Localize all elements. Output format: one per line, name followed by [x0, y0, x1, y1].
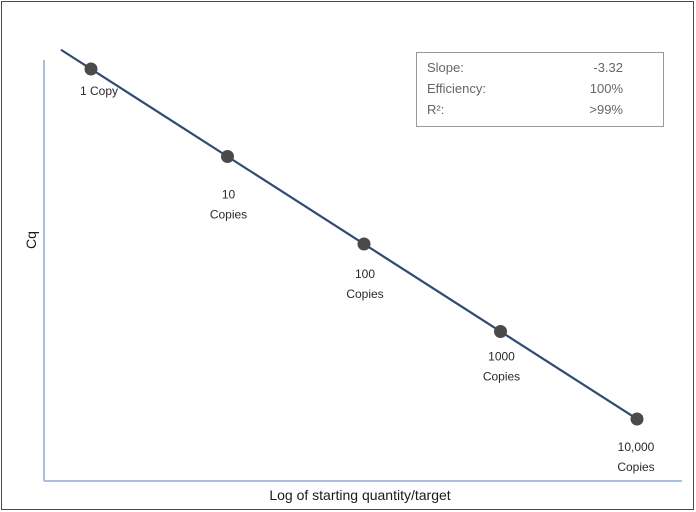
data-point	[357, 237, 371, 251]
r2-value: >99%	[589, 102, 623, 117]
data-point	[84, 62, 98, 76]
data-point	[630, 412, 644, 426]
slope-value: -3.32	[593, 60, 623, 75]
r2-key: R²:	[427, 102, 445, 117]
point-label: 100 Copies	[346, 267, 383, 301]
stats-row-efficiency: Efficiency: 100%	[427, 81, 623, 98]
point-label: 10,000 Copies	[617, 440, 654, 474]
point-label: 10 Copies	[210, 188, 247, 222]
data-marks: 1 Copy 10 Copies 100 Copies 1000 Copies 10,000 C…	[80, 62, 655, 474]
x-axis-label: Log of starting quantity/target	[269, 487, 450, 503]
trend-line	[60, 48, 644, 424]
efficiency-key: Efficiency:	[427, 81, 487, 96]
stats-row-slope: Slope: -3.32	[427, 60, 623, 77]
stats-box: Slope: -3.32 Efficiency: 100% R²: >99%	[416, 52, 664, 127]
efficiency-value: 100%	[589, 81, 623, 96]
point-label: 1000 Copies	[483, 350, 520, 384]
data-point	[494, 325, 507, 338]
data-point	[221, 150, 234, 163]
stats-row-r2: R²: >99%	[427, 102, 623, 119]
slope-key: Slope:	[427, 60, 464, 75]
point-label: 1 Copy	[80, 84, 118, 98]
y-axis-label: Cq	[23, 231, 39, 249]
